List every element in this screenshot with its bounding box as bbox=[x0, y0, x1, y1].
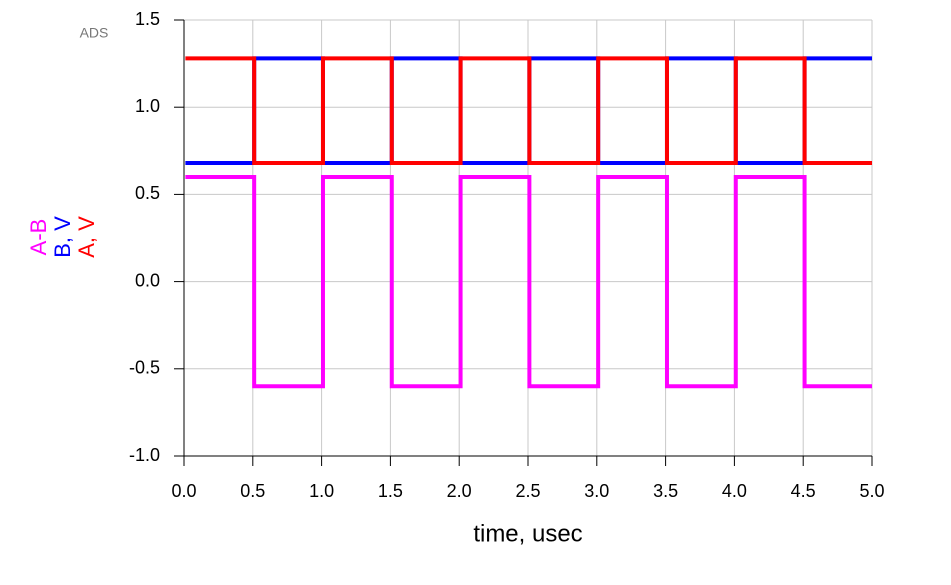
x-tick-label: 4.0 bbox=[722, 481, 747, 501]
x-tick-label: 4.5 bbox=[791, 481, 816, 501]
x-tick-label: 2.5 bbox=[515, 481, 540, 501]
legend-label: A-B bbox=[26, 219, 51, 256]
x-tick-label: 0.0 bbox=[171, 481, 196, 501]
x-tick-label: 2.0 bbox=[447, 481, 472, 501]
y-tick-label: 0.0 bbox=[135, 270, 160, 290]
x-tick-label: 1.5 bbox=[378, 481, 403, 501]
y-tick-label: -0.5 bbox=[129, 358, 160, 378]
y-tick-label: 0.5 bbox=[135, 183, 160, 203]
x-tick-label: 0.5 bbox=[240, 481, 265, 501]
x-tick-label: 3.0 bbox=[584, 481, 609, 501]
legend-label: A, V bbox=[74, 216, 99, 258]
watermark: ADS bbox=[80, 25, 109, 41]
y-tick-label: 1.5 bbox=[135, 9, 160, 29]
x-tick-label: 5.0 bbox=[859, 481, 884, 501]
x-tick-label: 1.0 bbox=[309, 481, 334, 501]
y-tick-label: 1.0 bbox=[135, 96, 160, 116]
series-line bbox=[185, 56, 872, 166]
x-tick-label: 3.5 bbox=[653, 481, 678, 501]
x-axis-title: time, usec bbox=[473, 520, 582, 547]
series-line bbox=[185, 174, 872, 389]
legend-label: B, V bbox=[50, 216, 75, 258]
y-tick-label: -1.0 bbox=[129, 445, 160, 465]
